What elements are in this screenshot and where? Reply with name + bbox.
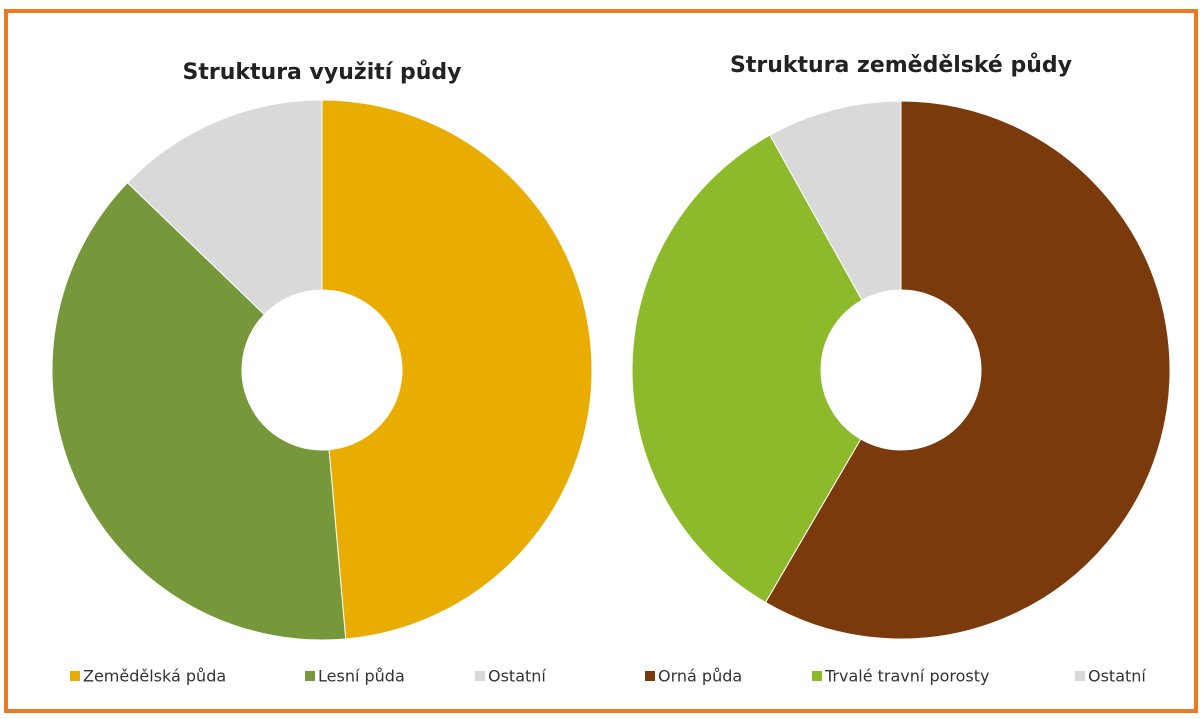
donut-segment [769,100,902,301]
donut-segment [51,182,347,641]
chart-title: Struktura využití půdy [183,60,462,85]
legend-swatch [812,671,822,681]
legend-swatch [305,671,315,681]
legend-label: Zemědělská půda [83,667,226,686]
chart-title: Struktura zemědělské půdy [730,53,1072,78]
legend-label: Orná půda [658,667,742,686]
legend-label: Ostatní [488,667,546,686]
legend-swatch [1075,671,1085,681]
legend-swatch [70,671,80,681]
legend-label: Lesní půda [318,667,405,686]
donut-segment [126,99,323,316]
legend-label: Ostatní [1088,667,1146,686]
donut-segment [764,100,1171,640]
legend-label: Trvalé travní porosty [824,667,989,686]
donut-segment [631,134,863,604]
legend-swatch [475,671,485,681]
legend-swatch [645,671,655,681]
donut-segment [321,99,593,640]
